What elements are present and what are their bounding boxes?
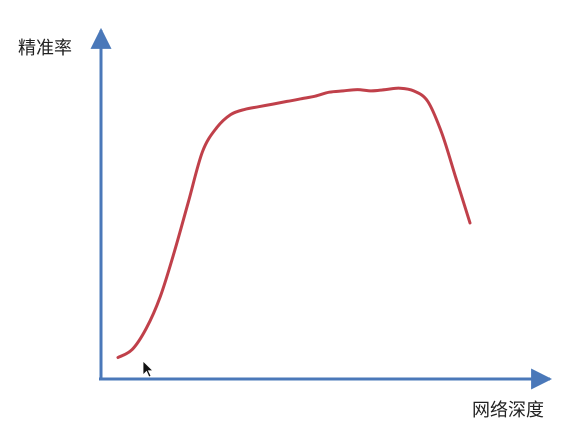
series-line-0 [116,86,472,359]
x-axis-label: 网络深度 [472,400,544,421]
mouse-pointer-icon [142,360,154,378]
y-axis-label: 精准率 [18,38,72,59]
series-layer [116,86,472,359]
